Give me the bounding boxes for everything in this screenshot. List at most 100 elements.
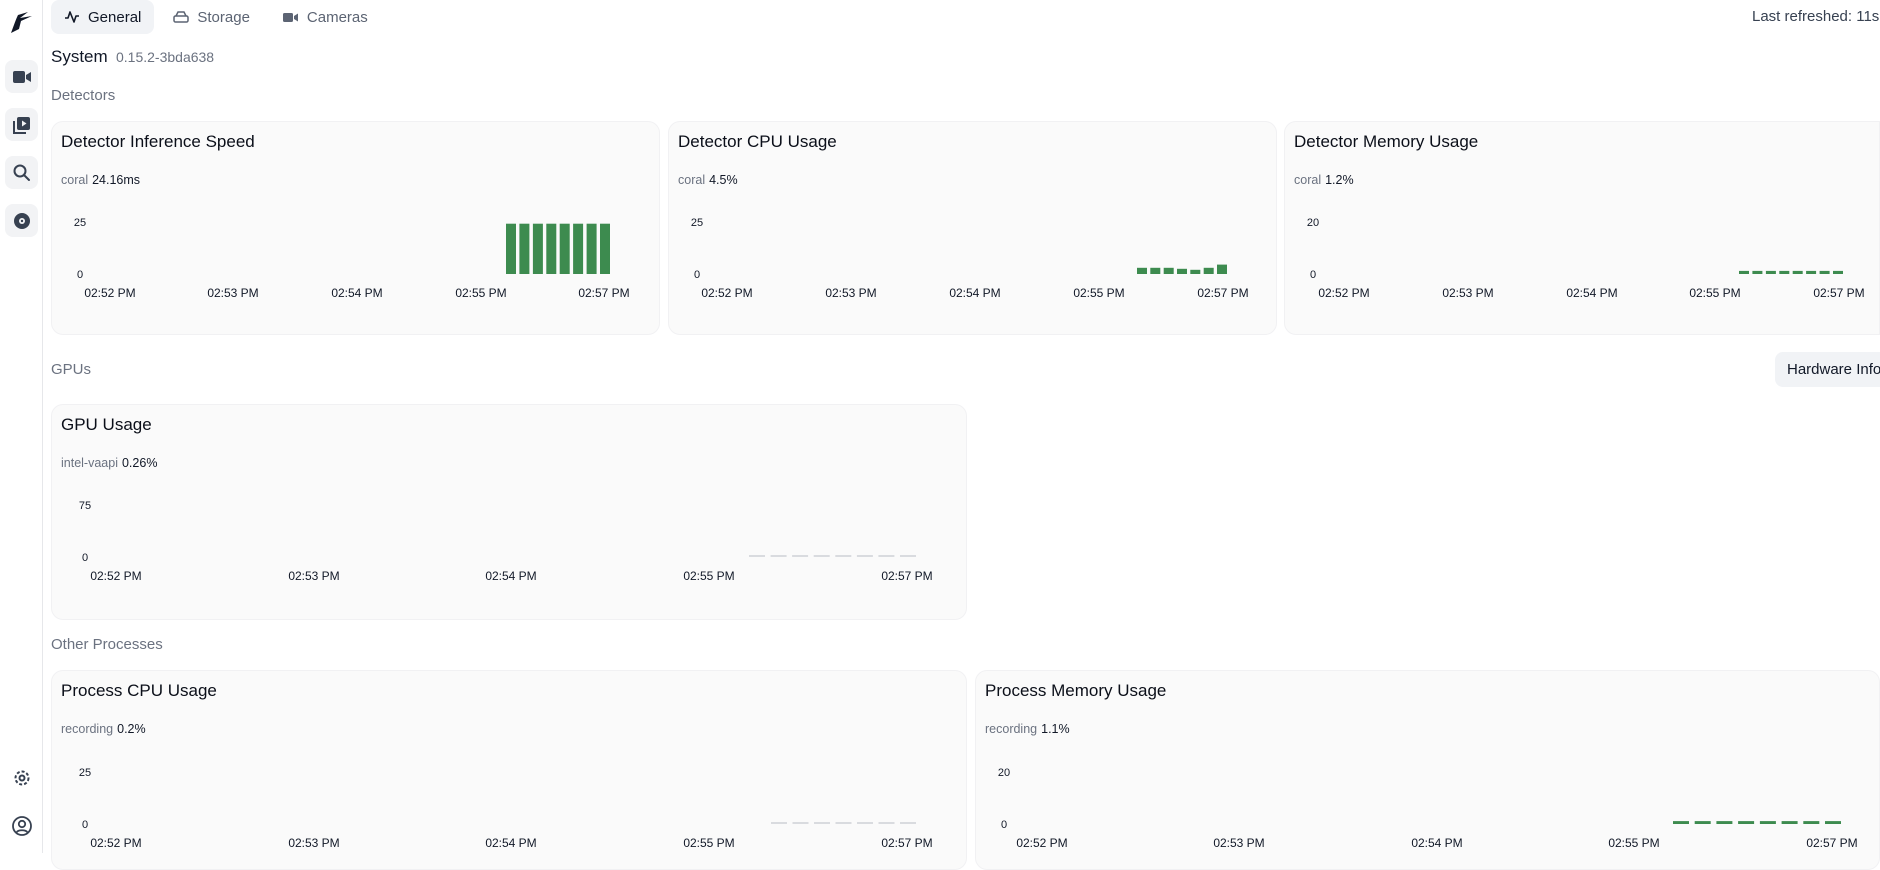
chart-bar[interactable] [900,822,916,824]
chart-bar[interactable] [1819,270,1830,274]
chart-bar[interactable] [792,555,809,557]
y-tick-label: 0 [1001,819,1007,831]
tab-cameras[interactable]: Cameras [269,0,381,34]
tab-label: Storage [197,8,250,26]
card-legend: recording 0.2% [61,722,146,736]
x-tick-label: 02:54 PM [1411,836,1462,850]
legend-value: 4.5% [709,173,738,187]
chart-bar[interactable] [1759,821,1776,824]
x-tick-label: 02:52 PM [1318,286,1369,300]
chart-bar[interactable] [814,822,830,824]
nav-account-button[interactable] [5,809,38,842]
chart-bar[interactable] [749,555,765,557]
chart-bar[interactable] [1825,821,1841,824]
legend-name: recording [985,722,1038,736]
detector-cpu-usage-chart: 25 002:52 PM 02:53 PM 02:54 PM 02:55 PM 02:57… [691,217,1249,300]
y-tick-label: 0 [82,819,88,831]
tab-general[interactable]: General [51,0,155,34]
chart-bar[interactable] [1739,270,1749,274]
tab-label: General [88,8,142,26]
chart-bar[interactable] [1806,270,1817,274]
frigate-bird-logo-icon[interactable] [5,6,38,39]
gear-icon [12,768,32,788]
card-legend: recording 1.1% [985,722,1070,736]
x-tick-label: 02:57 PM [881,569,932,583]
chart-bar[interactable] [1137,267,1147,274]
legend-name: intel-vaapi [61,456,118,470]
chart-bar[interactable] [900,555,916,557]
play-library-icon [12,115,32,135]
process-cpu-usage-card: Process CPU Usage recording 0.2% 25 0 02:52… [51,670,967,870]
chart-bar[interactable] [1163,267,1174,274]
nav-review-button[interactable] [5,108,38,141]
x-tick-label: 02:52 PM [1016,836,1067,850]
chart-bar[interactable] [586,223,597,274]
chart-bar[interactable] [1833,270,1843,274]
chart-bar[interactable] [1803,821,1820,824]
chart-bar[interactable] [532,223,543,274]
chart-bar[interactable] [856,555,873,557]
legend-name: recording [61,722,114,736]
chart-bar[interactable] [1694,821,1711,824]
disc-icon [12,211,32,231]
x-tick-label: 02:54 PM [1566,286,1617,300]
chart-bar[interactable] [878,555,895,557]
chart-bar[interactable] [519,223,530,274]
detector-inference-speed-chart: 25 002:52 PM 02:53 PM 02:54 PM 02:55 PM 02:57… [74,217,630,300]
chart-bar[interactable] [835,822,852,824]
x-tick-label: 02:52 PM [90,569,141,583]
version-label: 0.15.2-3bda638 [116,49,215,65]
y-tick-label: 0 [694,269,700,281]
y-tick-label: 25 [691,217,703,229]
chart-bar[interactable] [1792,270,1803,274]
chart-bar[interactable] [792,822,809,824]
chart-bar[interactable] [559,223,570,274]
chart-bar[interactable] [878,822,895,824]
chart-bar[interactable] [835,555,852,557]
chart-bar[interactable] [1673,821,1689,824]
chart-bar[interactable] [1716,821,1733,824]
tab-storage[interactable]: Storage [160,0,263,34]
chart-bar[interactable] [573,223,584,274]
x-tick-label: 02:55 PM [1689,286,1740,300]
video-icon [282,11,299,24]
card-legend: coral 1.2% [1294,173,1354,187]
tab-label: Cameras [306,8,368,26]
x-tick-label: 02:55 PM [455,286,506,300]
x-tick-label: 02:53 PM [1213,836,1264,850]
chart-bar[interactable] [1738,821,1755,824]
nav-live-button[interactable] [5,60,38,93]
chart-bar[interactable] [1752,270,1763,274]
hard-drive-icon [173,10,190,24]
y-tick-label: 0 [82,552,88,564]
nav-settings-button[interactable] [5,761,38,794]
x-tick-label: 02:52 PM [90,836,141,850]
chart-bar[interactable] [771,822,787,824]
chart-bar[interactable] [1765,270,1776,274]
hardware-info-button[interactable]: Hardware Info [1775,352,1880,387]
chart-bar[interactable] [1150,267,1161,274]
chart-bar[interactable] [546,223,557,274]
video-camera-icon [12,69,32,85]
y-tick-label: 25 [74,217,86,229]
chart-bar[interactable] [1781,821,1798,824]
x-tick-label: 02:52 PM [84,286,135,300]
x-tick-label: 02:54 PM [949,286,1000,300]
x-tick-label: 02:57 PM [1806,836,1857,850]
nav-explore-button[interactable] [5,156,38,189]
chart-bar[interactable] [770,555,787,557]
card-title: Detector Memory Usage [1294,132,1479,151]
chart-bar[interactable] [506,223,516,274]
chart-bar[interactable] [857,822,873,824]
chart-bar[interactable] [1203,267,1214,274]
card-legend: intel-vaapi 0.26% [61,456,157,470]
chart-bar[interactable] [1190,269,1201,274]
chart-bar[interactable] [1177,268,1187,274]
chart-bar[interactable] [600,223,610,274]
card-title: GPU Usage [61,415,152,434]
chart-bar[interactable] [813,555,830,557]
chart-bar[interactable] [1217,264,1227,274]
user-circle-icon [11,815,33,837]
chart-bar[interactable] [1779,270,1790,274]
nav-export-button[interactable] [5,204,38,237]
